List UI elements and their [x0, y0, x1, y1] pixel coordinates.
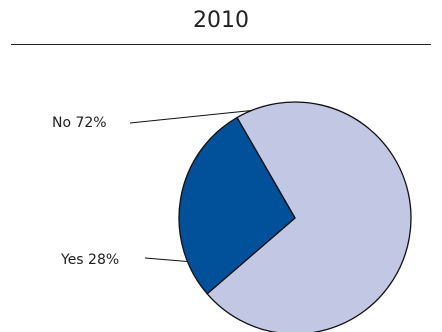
leader-line-no	[129, 109, 252, 124]
leader-line-yes	[144, 257, 188, 262]
pie-slice-no	[206, 101, 412, 332]
pie-slice-yes	[178, 116, 296, 295]
chart-title: 2010	[193, 8, 249, 33]
slice-label-yes: Yes 28%	[60, 252, 119, 268]
title-divider	[11, 44, 431, 45]
slice-label-no: No 72%	[52, 115, 107, 131]
